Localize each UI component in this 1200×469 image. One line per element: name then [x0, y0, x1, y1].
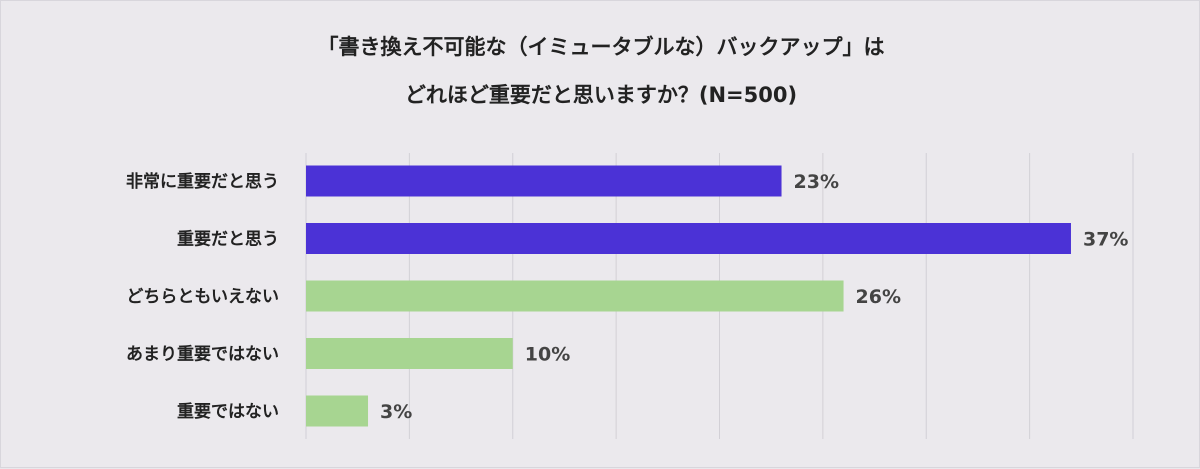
value-label-1: 23%	[794, 171, 839, 193]
category-label-5: 重要ではない	[177, 401, 279, 422]
bar-4	[306, 338, 513, 369]
category-label-3: どちらともいえない	[126, 287, 279, 307]
bar-3	[306, 280, 844, 312]
bar-1	[306, 165, 782, 197]
value-label-5: 3%	[380, 401, 412, 423]
chart-title-line-1: 「書き換え不可能な（イミュータブルな）バックアップ」は	[317, 35, 885, 59]
value-label-3: 26%	[856, 286, 901, 308]
bar-2	[306, 223, 1071, 254]
category-label-4: あまり重要ではない	[126, 344, 279, 365]
value-label-4: 10%	[525, 344, 570, 366]
category-label-2: 重要だと思う	[177, 229, 279, 250]
category-label-1: 非常に重要だと思う	[126, 171, 279, 192]
bar-5	[306, 395, 369, 427]
chart-title-line-2: どれほど重要だと思いますか？(N=500)	[404, 83, 798, 107]
value-label-2: 37%	[1083, 229, 1128, 251]
